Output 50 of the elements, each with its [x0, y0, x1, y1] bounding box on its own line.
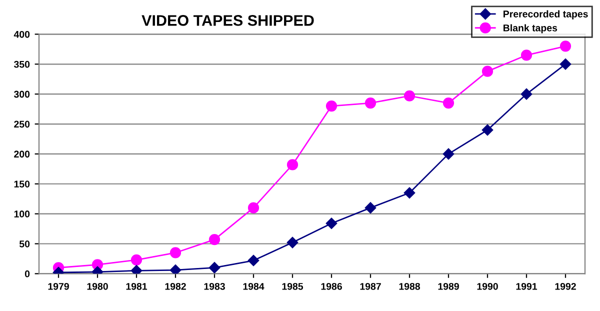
point — [248, 202, 260, 214]
point — [364, 202, 376, 214]
point — [170, 264, 182, 274]
point — [130, 254, 142, 266]
x-tick-label: 1987 — [360, 282, 381, 290]
point — [248, 254, 260, 266]
x-tick-label: 1984 — [243, 282, 264, 290]
x-tick-label: 1985 — [282, 282, 304, 290]
point — [326, 100, 338, 112]
y-tick-label: 0 — [24, 270, 30, 278]
legend-label: Blank tapes — [504, 24, 558, 34]
point — [442, 98, 454, 109]
x-tick-label: 1990 — [477, 282, 498, 290]
y-tick-label: 350 — [14, 60, 30, 68]
x-tick-label: 1989 — [438, 282, 459, 290]
point — [286, 159, 298, 170]
point — [404, 90, 416, 102]
point — [520, 50, 532, 61]
point — [130, 265, 142, 274]
x-tick-label: 1986 — [321, 282, 342, 290]
y-tick-label: 50 — [19, 240, 30, 248]
point — [326, 218, 338, 229]
x-tick-label: 1988 — [399, 282, 420, 290]
y-tick-label: 150 — [14, 180, 30, 188]
point — [560, 58, 572, 70]
chart-title: VIDEO TAPES SHIPPED — [142, 15, 314, 26]
x-tick-label: 1992 — [555, 282, 576, 290]
point — [286, 236, 298, 248]
x-tick-label: 1979 — [48, 282, 69, 290]
point — [208, 262, 220, 274]
x-tick-label: 1980 — [87, 282, 108, 290]
y-tick-label: 400 — [14, 30, 30, 38]
point — [364, 98, 376, 109]
y-tick-label: 300 — [14, 90, 30, 98]
point — [442, 148, 454, 160]
point — [170, 247, 182, 258]
point — [404, 187, 416, 198]
y-tick-label: 200 — [14, 150, 30, 158]
point — [482, 66, 494, 77]
x-tick-label: 1983 — [204, 282, 225, 290]
point — [208, 234, 220, 246]
x-tick-label: 1991 — [516, 282, 538, 290]
x-tick-label: 1981 — [126, 282, 148, 290]
y-tick-label: 250 — [14, 120, 30, 128]
point — [520, 88, 532, 100]
y-tick-label: 100 — [14, 210, 30, 218]
point — [560, 40, 572, 52]
point — [482, 124, 494, 136]
legend-label: Prerecorded tapes — [504, 10, 588, 20]
x-tick-label: 1982 — [165, 282, 186, 290]
